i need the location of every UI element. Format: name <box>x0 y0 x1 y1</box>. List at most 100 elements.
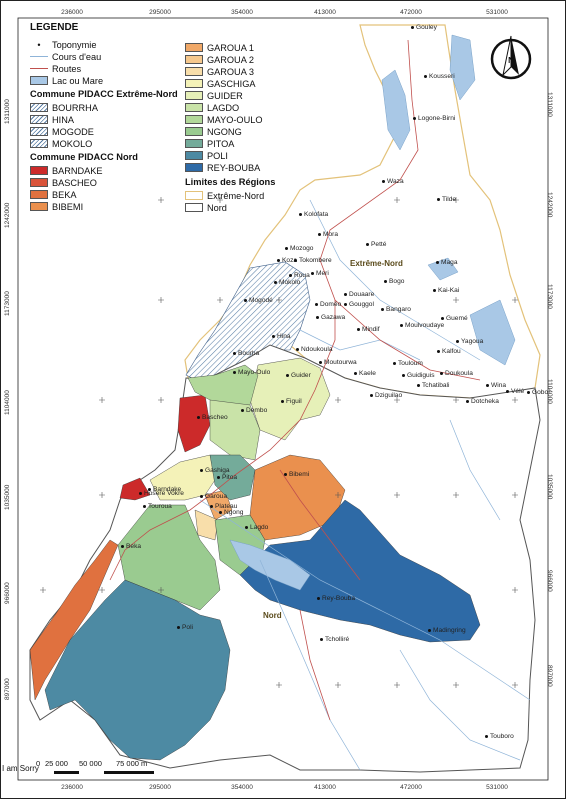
place-label: Tilde <box>437 196 456 203</box>
grid-crosses <box>40 197 518 688</box>
place-label: Wina <box>486 382 506 389</box>
legend-routes: Routes <box>30 63 81 74</box>
swatch <box>185 43 203 52</box>
swatch <box>185 127 203 136</box>
swatch <box>185 79 203 88</box>
place-label: Douaare <box>344 291 374 298</box>
place-label: Dembo <box>241 407 267 414</box>
swatch <box>185 203 203 212</box>
place-label: Mayo-Oulo <box>233 369 270 376</box>
swatch <box>185 115 203 124</box>
hatch-swatch <box>30 115 48 124</box>
place-label: Tokombere <box>294 257 332 264</box>
legend-pitoa: PITOA <box>185 138 234 149</box>
legend-barndake: BARNDAKE <box>30 165 103 176</box>
place-label: Moutourwa <box>319 359 357 366</box>
legend-bourrha: BOURRHA <box>30 102 98 113</box>
coord-right-6: 966000 <box>546 570 553 592</box>
legend-rey-bouba: REY-BOUBA <box>185 162 260 173</box>
place-label: Bibemi <box>284 471 309 478</box>
place-label: Pitoa <box>217 474 237 481</box>
swatch <box>185 151 203 160</box>
legend-limits-heading: Limites des Régions <box>185 177 276 187</box>
place-label: Vélé <box>506 388 524 395</box>
place-label: Moulvoudaye <box>400 322 444 329</box>
place-label: Kolofata <box>299 211 328 218</box>
place-label: Ngong <box>219 509 243 516</box>
swatch <box>185 163 203 172</box>
place-label: Touboro <box>485 733 514 740</box>
north-letter: N <box>508 56 514 65</box>
place-label: Mozogo <box>285 245 313 252</box>
coord-top-6: 531000 <box>486 9 508 16</box>
coord-top-1: 236000 <box>61 9 83 16</box>
swatch <box>30 178 48 187</box>
legend-bascheo: BASCHEO <box>30 177 97 188</box>
place-label: Tchatibali <box>417 382 450 389</box>
coord-left-2: 1242000 <box>4 202 11 228</box>
place-label: Kalfou <box>437 348 461 355</box>
coord-right-2: 1242000 <box>546 192 553 218</box>
scale-label-2: 50 000 <box>79 759 102 768</box>
place-label: Lagdo <box>245 524 268 531</box>
place-label: Ndoukoula <box>296 346 333 353</box>
coord-left-4: 1104000 <box>4 390 11 415</box>
commune-rey-bouba <box>239 499 481 643</box>
place-label: Kaele <box>354 370 376 377</box>
rivers <box>199 199 531 771</box>
swatch <box>185 139 203 148</box>
legend-mokolo: MOKOLO <box>30 138 92 149</box>
commune-beka <box>29 539 119 701</box>
swatch <box>185 103 203 112</box>
place-label: Touroua <box>143 503 172 510</box>
place-label: Mogodé <box>244 297 273 304</box>
place-label: Meri <box>311 270 329 277</box>
coord-right-1: 1311000 <box>546 92 553 117</box>
coord-top-4: 413000 <box>314 9 336 16</box>
place-label: Logone-Birni <box>413 115 455 122</box>
legend-extreme-nord-heading: Commune PIDACC Extrême-Nord <box>30 89 178 99</box>
place-label: Dziguilao <box>370 392 402 399</box>
place-label: Bogo <box>384 278 404 285</box>
swatch <box>185 191 203 200</box>
coord-left-5: 1035000 <box>4 484 11 510</box>
place-label: Kai-Kai <box>433 287 459 294</box>
place-label: Doméo <box>315 301 341 308</box>
coord-bottom-5: 472000 <box>400 784 422 791</box>
place-label: Yagoua <box>456 338 483 345</box>
lake-swatch <box>30 76 48 85</box>
place-label: Madingring <box>428 627 466 634</box>
legend-garoua1: GAROUA 1 <box>185 42 254 53</box>
place-label: Bourha <box>233 350 259 357</box>
legend-bibemi: BIBEMI <box>30 201 83 212</box>
region-label-nord: Nord <box>263 611 282 620</box>
place-label: Roua <box>289 272 310 279</box>
coord-top-3: 354000 <box>231 9 253 16</box>
coord-bottom-3: 354000 <box>231 784 253 791</box>
scale-bar-line <box>54 771 154 774</box>
legend-nord-heading: Commune PIDACC Nord <box>30 152 138 162</box>
legend-limit-nord: Nord <box>185 202 227 213</box>
place-label: Maga <box>436 259 458 266</box>
coord-right-5: 1035000 <box>546 474 553 500</box>
place-label: Mokolo <box>274 279 300 286</box>
place-label: Bangaro <box>381 306 411 313</box>
legend-lac: Lac ou Mare <box>30 75 103 86</box>
swatch <box>30 190 48 199</box>
legend-gaschiga: GASCHIGA <box>185 78 256 89</box>
coord-top-2: 295000 <box>149 9 171 16</box>
place-label: Guider <box>286 372 311 379</box>
place-label: Gashiga <box>200 467 230 474</box>
scale-caption: I am Sorry <box>2 764 39 773</box>
place-label: Gobo <box>527 389 548 396</box>
lake-lagdo <box>229 539 311 591</box>
hatch-swatch <box>30 139 48 148</box>
place-label: Doukoula <box>440 370 473 377</box>
place-label: Guemé <box>441 315 468 322</box>
place-label: Kousseri <box>424 73 455 80</box>
place-label: Hosere Vokre <box>139 490 184 497</box>
place-label: Guidiguis <box>402 372 435 379</box>
coord-bottom-1: 236000 <box>61 784 83 791</box>
legend-mogode: MOGODE <box>30 126 94 137</box>
legend-garoua3: GAROUA 3 <box>185 66 254 77</box>
